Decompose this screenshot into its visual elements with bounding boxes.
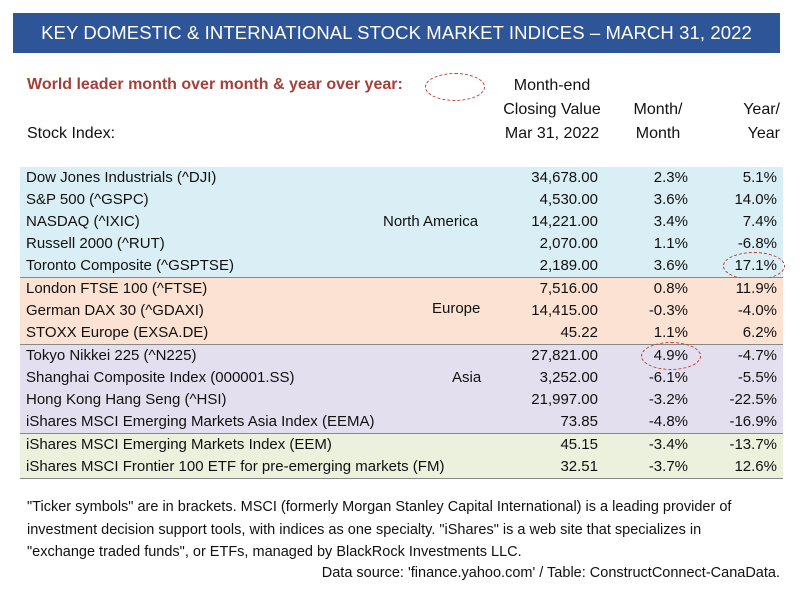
header-month-month: Month/ Month [610,98,706,146]
header-year-year: Year/ Year [712,98,780,146]
year-change: 6.2% [742,324,777,341]
closing-value: 14,415.00 [531,302,598,319]
index-name: Russell 2000 (^RUT) [26,235,165,252]
header-closing-value: Month-end Closing Value Mar 31, 2022 [492,74,612,146]
closing-value: 2,189.00 [539,257,598,274]
leader-note: World leader month over month & year ove… [27,76,403,93]
closing-value: 73.85 [560,413,598,430]
data-source: Data source: 'finance.yahoo.com' / Table… [321,565,780,581]
index-name: German DAX 30 (^GDAXI) [26,302,204,319]
index-name: Dow Jones Industrials (^DJI) [26,169,217,186]
title-bar: KEY DOMESTIC & INTERNATIONAL STOCK MARKE… [13,13,780,53]
closing-value: 2,070.00 [539,235,598,252]
leader-oval-marker [425,73,485,101]
index-name: Tokyo Nikkei 225 (^N225) [26,347,197,364]
month-change: 0.8% [653,280,688,297]
header-mom-line2: Month [635,125,681,142]
table-row: London FTSE 100 (^FTSE) 7,516.00 0.8% 11… [20,278,783,300]
year-change: 5.1% [742,169,777,186]
group-north-america: North America Dow Jones Industrials (^DJ… [20,167,785,280]
closing-value: 3,252.00 [539,369,598,386]
year-change: -4.7% [737,347,777,364]
header-mom-line1: Month/ [633,101,683,118]
month-change: 3.6% [653,257,688,274]
table-row: iShares MSCI Emerging Markets Asia Index… [20,411,783,433]
month-change: 2.3% [653,169,688,186]
year-change: -5.5% [737,369,777,386]
closing-value: 45.22 [560,324,598,341]
index-name: iShares MSCI Emerging Markets Index (EEM… [26,436,332,453]
group-europe: Europe London FTSE 100 (^FTSE) 7,516.00 … [20,278,783,345]
header-yoy-line1: Year/ [743,101,780,118]
closing-value: 27,821.00 [531,347,598,364]
month-change: 1.1% [653,324,688,341]
table-row: iShares MSCI Emerging Markets Index (EEM… [20,434,783,456]
closing-value: 4,530.00 [539,191,598,208]
index-name: Hong Kong Hang Seng (^HSI) [26,391,227,408]
group-emerging-markets: iShares MSCI Emerging Markets Index (EEM… [20,434,783,479]
region-label-north-america: North America [383,213,479,230]
year-change: 12.6% [734,458,777,475]
year-change: -6.8% [737,235,777,252]
leader-circle-year [723,252,785,280]
index-name: iShares MSCI Emerging Markets Asia Index… [26,413,375,430]
year-change: -22.5% [729,391,777,408]
table-row: Hong Kong Hang Seng (^HSI) 21,997.00 -3.… [20,389,783,411]
footnote: "Ticker symbols" are in brackets. MSCI (… [27,499,732,560]
closing-value: 32.51 [560,458,598,475]
month-change: -3.2% [648,391,688,408]
table-row: STOXX Europe (EXSA.DE) 45.22 1.1% 6.2% [20,322,783,344]
closing-value: 14,221.00 [531,213,598,230]
table-row: Toronto Composite (^GSPTSE) 2,189.00 3.6… [20,252,785,280]
header-stock-index: Stock Index: [27,125,116,142]
table-row: German DAX 30 (^GDAXI) 14,415.00 -0.3% -… [20,300,783,322]
region-label-europe: Europe [432,300,481,317]
closing-value: 45.15 [560,436,598,453]
group-asia: Asia Tokyo Nikkei 225 (^N225) 27,821.00 … [20,342,783,434]
table-row: S&P 500 (^GSPC) 4,530.00 3.6% 14.0% [20,189,783,211]
year-change: 11.9% [735,280,777,297]
table-row: Dow Jones Industrials (^DJI) 34,678.00 2… [20,167,783,189]
index-name: NASDAQ (^IXIC) [26,213,140,230]
index-name: iShares MSCI Frontier 100 ETF for pre-em… [26,458,445,475]
leader-circle-month [641,342,701,370]
month-change: 3.6% [653,191,688,208]
closing-value: 34,678.00 [531,169,598,186]
month-change: 1.1% [653,235,688,252]
table-row: Shanghai Composite Index (000001.SS) 3,2… [20,367,783,389]
year-change: 7.4% [742,213,777,230]
year-change: -4.0% [737,302,777,319]
month-change: -3.4% [648,436,688,453]
header-close-line3: Mar 31, 2022 [504,125,600,142]
index-name: Toronto Composite (^GSPTSE) [26,257,234,274]
header-yoy-line2: Year [747,125,780,142]
year-change: 14.0% [734,191,777,208]
table-row: NASDAQ (^IXIC) 14,221.00 3.4% 7.4% [20,211,783,233]
index-name: Shanghai Composite Index (000001.SS) [26,369,295,386]
month-change: -3.7% [648,458,688,475]
closing-value: 7,516.00 [539,280,598,297]
page-title: KEY DOMESTIC & INTERNATIONAL STOCK MARKE… [41,22,752,43]
month-change: -4.8% [648,413,688,430]
table-row: iShares MSCI Frontier 100 ETF for pre-em… [20,456,783,478]
header-close-line2: Closing Value [503,101,601,118]
table-row: Tokyo Nikkei 225 (^N225) 27,821.00 4.9% … [20,342,783,370]
index-name: S&P 500 (^GSPC) [26,191,149,208]
region-label-asia: Asia [452,369,482,386]
year-change: -13.7% [729,436,777,453]
header-close-line1: Month-end [513,77,591,94]
index-name: London FTSE 100 (^FTSE) [26,280,208,297]
indices-table: North America Dow Jones Industrials (^DJ… [20,167,785,479]
month-change: -0.3% [648,302,688,319]
table-row: Russell 2000 (^RUT) 2,070.00 1.1% -6.8% [20,233,783,255]
month-change: -6.1% [648,369,688,386]
closing-value: 21,997.00 [531,391,598,408]
index-name: STOXX Europe (EXSA.DE) [26,324,209,341]
year-change: -16.9% [729,413,777,430]
month-change: 3.4% [653,213,688,230]
